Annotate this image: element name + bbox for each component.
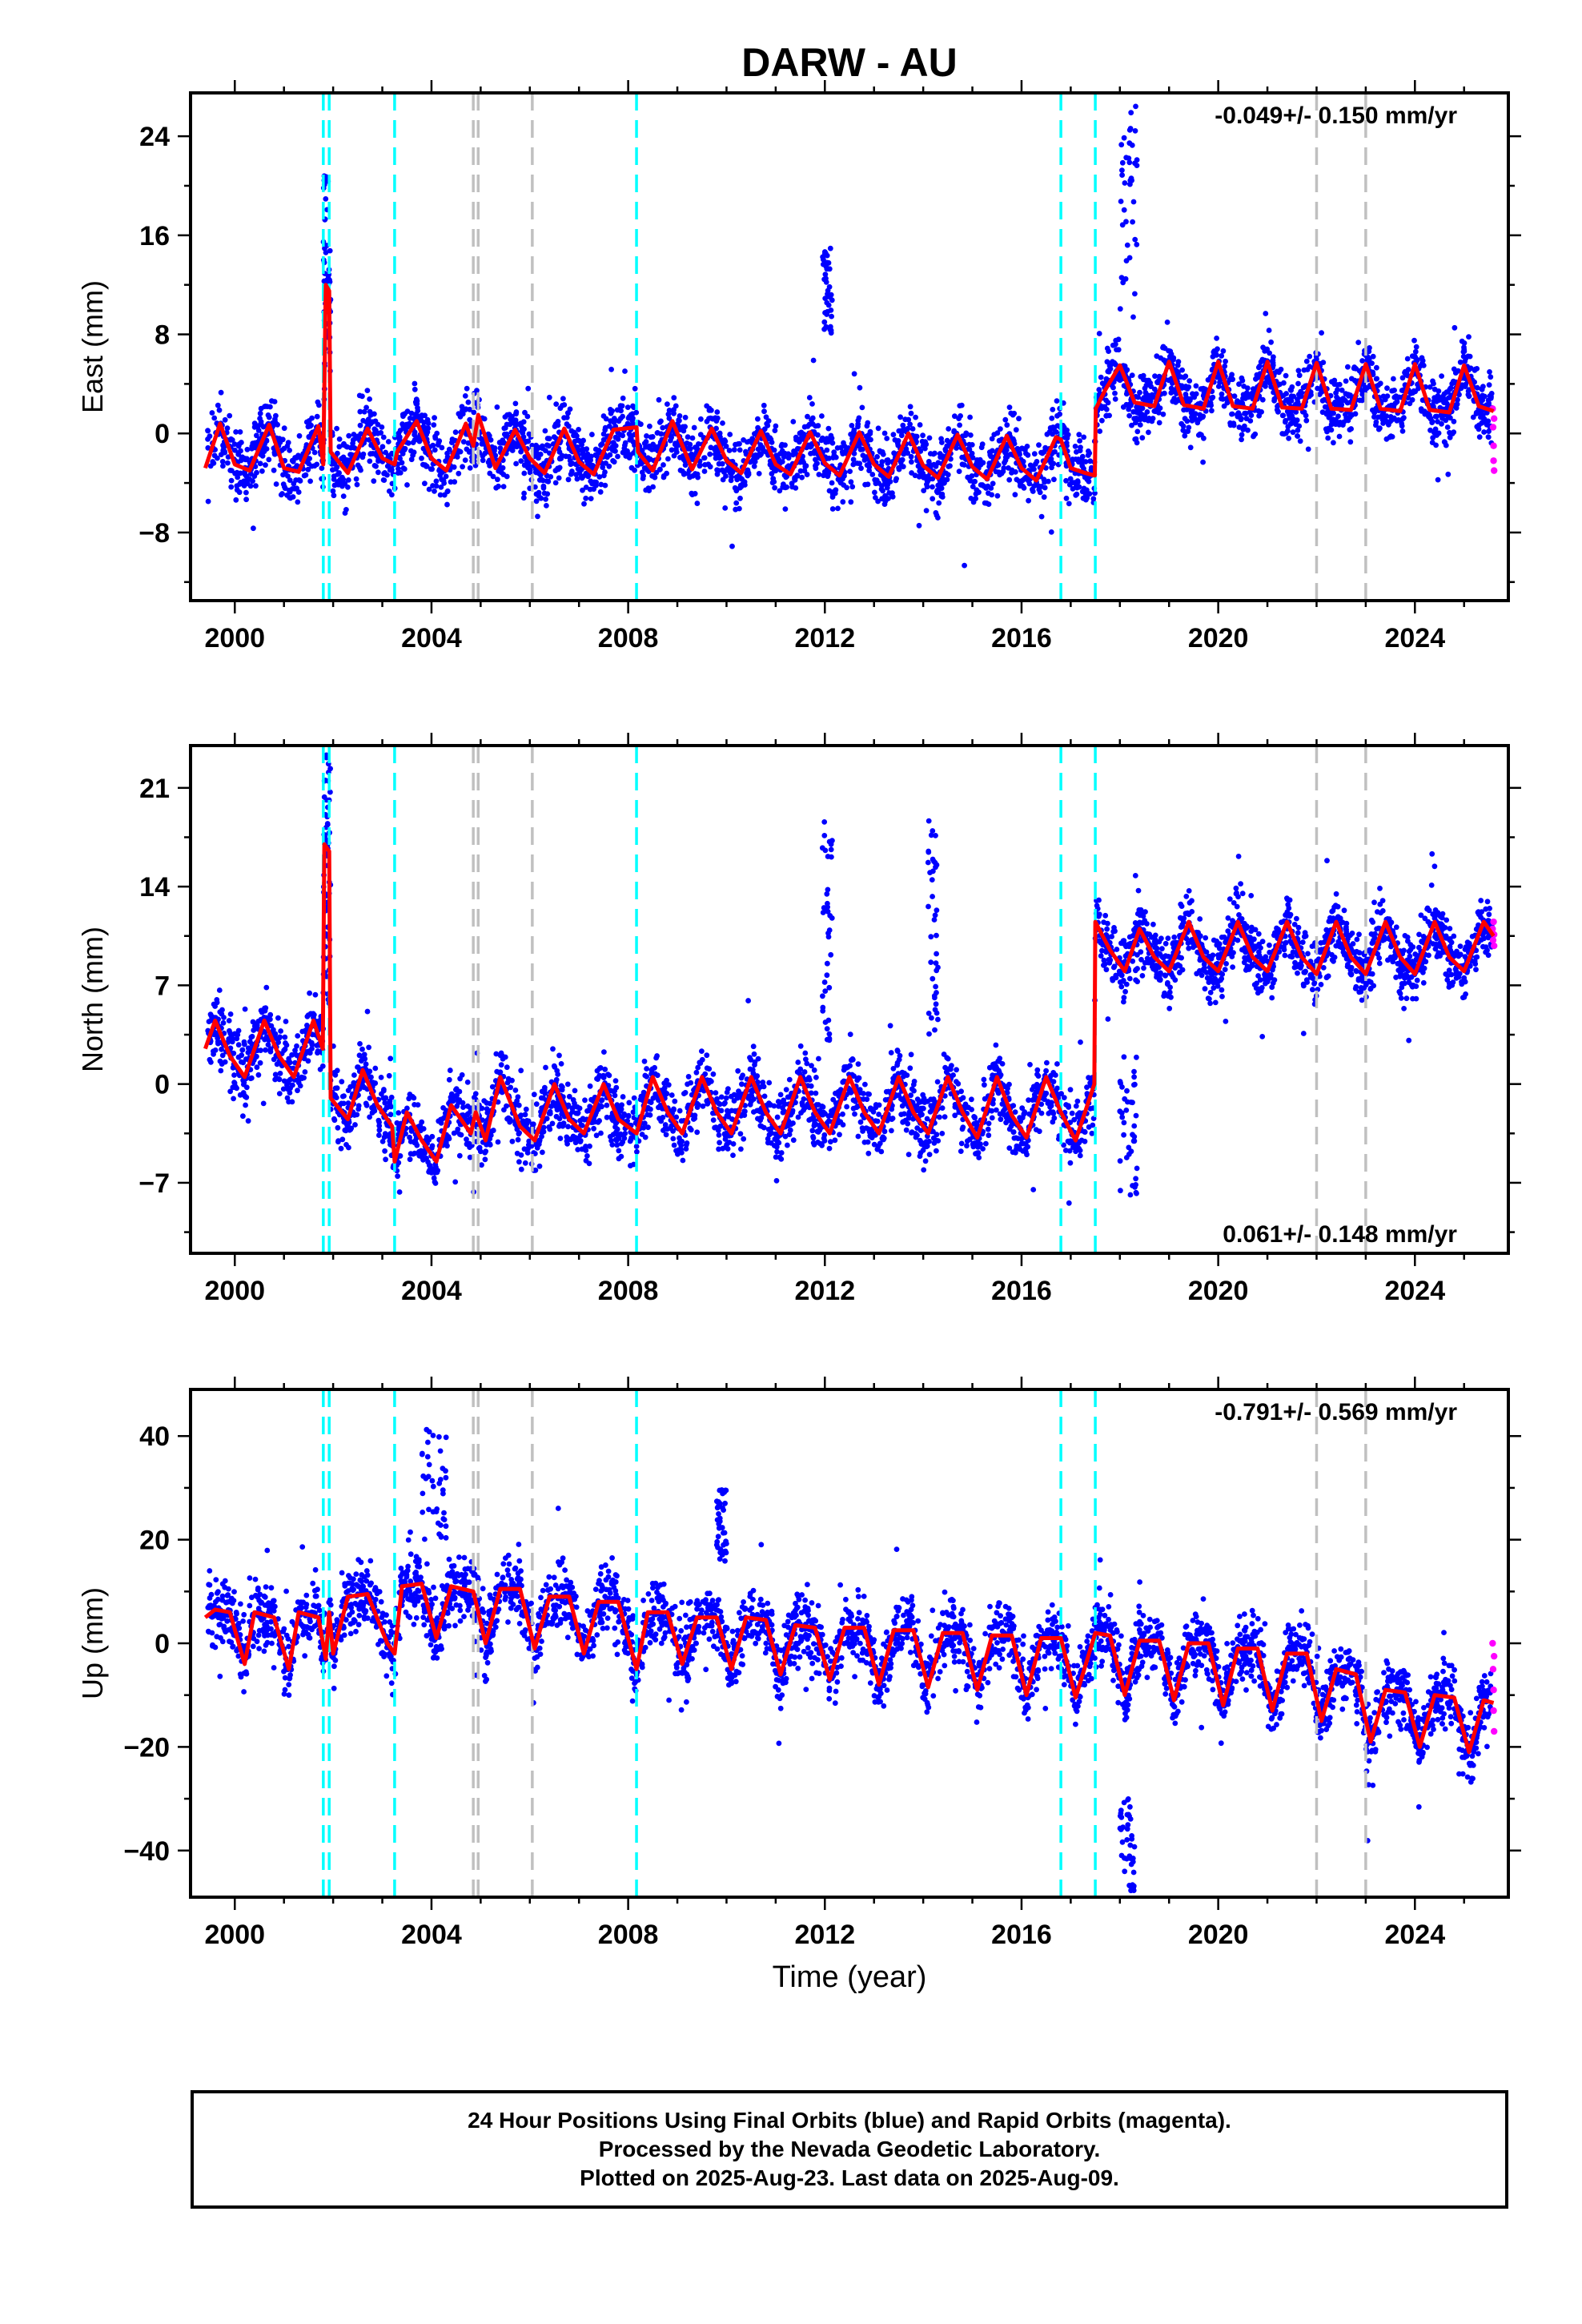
model-fit-line-up [203,1582,1495,1755]
x-tick-label: 2004 [401,623,462,653]
rapid-orbit-point [1490,415,1498,422]
final-orbit-points-east [205,103,1495,569]
x-tick-label: 2012 [794,1276,855,1306]
velocity-rate-label-east: -0.049+/- 0.150 mm/yr [1215,103,1457,129]
rapid-orbit-point [1490,467,1498,474]
rapid-orbit-point [1489,424,1497,431]
y-tick-label: 21 [139,774,170,804]
plot-frame-east [189,91,1510,602]
y-tick-label: −40 [123,1836,170,1867]
y-tick-label: 24 [139,122,170,152]
x-tick-label: 2024 [1384,1276,1445,1306]
final-orbit-points-up [205,1426,1494,1894]
y-tick-label: 14 [139,872,170,903]
x-tick-label: 2008 [598,623,659,653]
x-tick-label: 2016 [991,1920,1052,1950]
rapid-orbit-point [1489,1666,1497,1673]
y-tick-label: 20 [139,1526,170,1556]
x-tick-label: 2000 [204,623,265,653]
y-tick-label: 0 [155,1070,170,1100]
chart-title: DARW - AU [741,40,957,85]
footer-line-3: Plotted on 2025-Aug-23. Last data on 202… [580,2165,1119,2190]
y-tick-label: −20 [123,1732,170,1763]
rapid-orbit-point [1490,457,1497,464]
velocity-rate-label-up: -0.791+/- 0.569 mm/yr [1215,1399,1457,1425]
y-tick-label: 40 [139,1421,170,1452]
rapid-orbit-point [1490,442,1497,449]
x-tick-label: 2020 [1188,1920,1249,1950]
rapid-orbit-point [1490,1707,1497,1715]
x-tick-label: 2020 [1188,1276,1249,1306]
rapid-orbit-point [1490,942,1498,950]
rapid-orbit-point [1490,918,1497,926]
y-tick-label: 8 [155,320,170,351]
x-tick-label: 2004 [401,1276,462,1306]
x-axis-label: Time (year) [773,1960,927,1994]
y-tick-label: −8 [139,518,170,549]
panel-east: 2000 2004 2008 2012 2016 2020 2024 −8 0 8 16 24 East… [76,80,1521,653]
x-tick-label: 2016 [991,623,1052,653]
x-tick-label: 2016 [991,1276,1052,1306]
rapid-orbit-point [1490,1727,1498,1735]
rapid-orbit-point [1489,1639,1496,1647]
x-tick-label: 2020 [1188,623,1249,653]
y-axis-label-east: East (mm) [76,280,109,413]
rapid-orbit-point [1489,936,1497,944]
footer-line-2: Processed by the Nevada Geodetic Laborat… [598,2137,1101,2161]
x-tick-label: 2024 [1384,623,1445,653]
plot-area-up [203,1389,1498,1897]
x-tick-label: 2024 [1384,1920,1445,1950]
x-tick-label: 2008 [598,1920,659,1950]
rapid-orbit-point [1490,1652,1498,1660]
footer-caption: 24 Hour Positions Using Final Orbits (bl… [191,2090,1508,2209]
panel-north: 2000 2004 2008 2012 2016 2020 2024 −7 0 7 14 21 Nort… [76,733,1521,1306]
x-tick-label: 2008 [598,1276,659,1306]
plot-area-east [203,93,1498,601]
x-tick-label: 2000 [204,1276,265,1306]
x-tick-label: 2012 [794,623,855,653]
velocity-rate-label-north: 0.061+/- 0.148 mm/yr [1223,1221,1457,1248]
panel-up: 2000 2004 2008 2012 2016 2020 2024 −40 −20 0 20 40 U… [76,1377,1521,1994]
plot-frame-north [189,744,1510,1255]
x-tick-label: 2000 [204,1920,265,1950]
plot-area-north [203,746,1498,1253]
y-tick-label: 0 [155,419,170,449]
y-tick-label: 16 [139,221,170,251]
y-axis-label-up: Up (mm) [76,1587,109,1699]
y-tick-label: 0 [155,1629,170,1659]
y-tick-label: 7 [155,971,170,1001]
x-tick-label: 2012 [794,1920,855,1950]
x-tick-label: 2004 [401,1920,462,1950]
y-tick-label: −7 [139,1168,170,1199]
footer-line-1: 24 Hour Positions Using Final Orbits (bl… [468,2108,1231,2133]
rapid-orbit-point [1490,1687,1497,1694]
y-axis-label-north: North (mm) [76,927,109,1072]
model-fit-line-east [203,283,1495,483]
model-fit-line-north [203,842,1496,1164]
